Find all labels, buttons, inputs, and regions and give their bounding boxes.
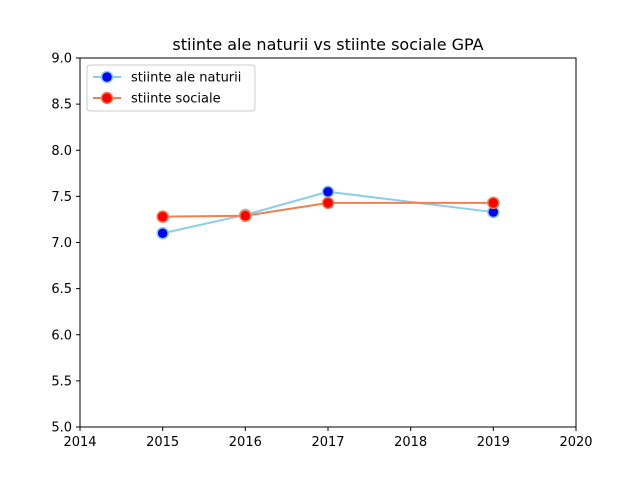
y-tick-label: 9.0 — [51, 52, 72, 67]
plot-area — [79, 57, 577, 428]
data-point — [321, 196, 335, 210]
data-point — [239, 209, 252, 222]
x-tick-label: 2016 — [229, 435, 262, 450]
y-tick-label: 7.5 — [51, 190, 72, 205]
legend: stiinte ale naturii stiinte sociale — [86, 64, 256, 112]
legend-marker — [100, 70, 114, 84]
series-layer — [156, 185, 500, 240]
x-tick-label: 2018 — [394, 435, 427, 450]
x-tick-label: 2020 — [559, 435, 592, 450]
series-line — [161, 201, 495, 218]
y-tick-label: 6.0 — [51, 328, 72, 343]
x-axis: 2014 2015 2016 2017 2018 2019 2020 — [63, 427, 593, 450]
y-tick-label: 5.0 — [51, 421, 72, 436]
legend-marker — [100, 91, 114, 105]
y-axis: 5.0 5.5 6.0 6.5 7.0 7.5 8.0 8.5 9.0 — [51, 52, 80, 436]
data-point — [156, 210, 169, 223]
chart-title: stiinte ale naturii vs stiinte sociale G… — [172, 35, 483, 54]
y-tick-label: 6.5 — [51, 282, 72, 297]
data-point — [487, 196, 500, 210]
x-tick-label: 2015 — [146, 435, 179, 450]
legend-label: stiinte ale naturii — [131, 71, 241, 86]
x-tick-label: 2014 — [63, 435, 96, 450]
series-1 — [156, 185, 500, 240]
y-tick-label: 8.0 — [51, 144, 72, 159]
x-tick-label: 2017 — [311, 435, 344, 450]
y-tick-label: 8.5 — [51, 98, 72, 113]
y-tick-label: 5.5 — [51, 374, 72, 389]
series-2 — [156, 196, 500, 223]
legend-box — [86, 64, 256, 112]
x-tick-label: 2019 — [477, 435, 510, 450]
data-point — [156, 227, 169, 240]
y-tick-label: 7.0 — [51, 236, 72, 251]
legend-label: stiinte sociale — [131, 92, 221, 107]
data-point — [321, 185, 335, 199]
